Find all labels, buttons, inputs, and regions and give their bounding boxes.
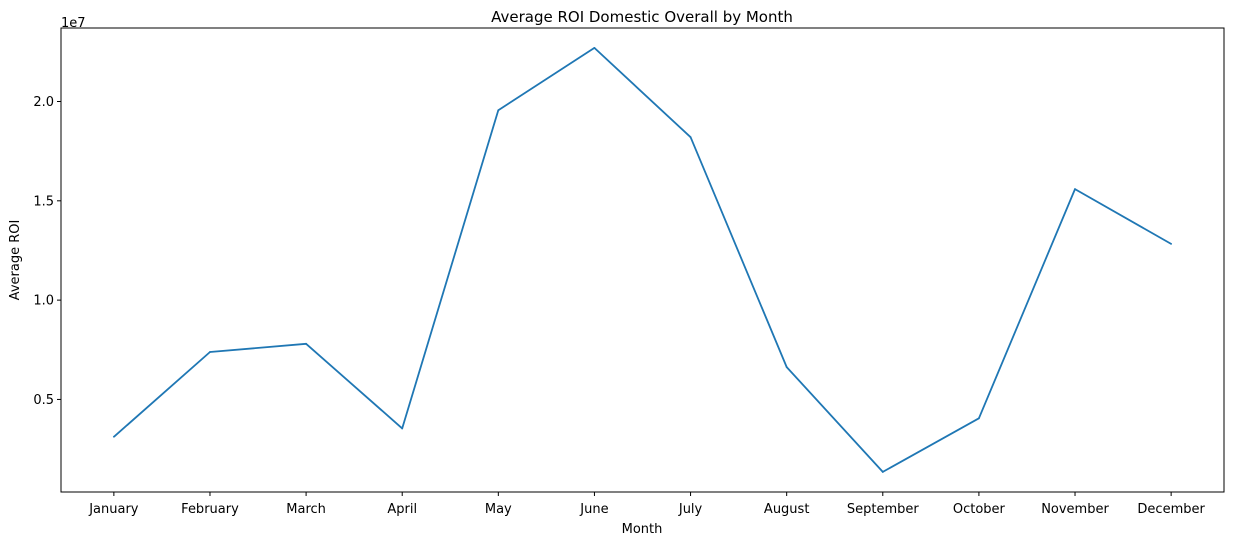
x-tick-label: July	[678, 502, 703, 517]
series-line	[113, 47, 1172, 473]
chart-title: Average ROI Domestic Overall by Month	[491, 8, 793, 26]
data-point	[1074, 188, 1076, 190]
data-point	[497, 109, 500, 112]
x-tick-label: August	[764, 502, 810, 517]
x-tick-label: December	[1137, 502, 1205, 517]
x-tick-label: November	[1041, 502, 1109, 517]
data-point	[881, 471, 884, 473]
y-offset-text: 1e7	[61, 16, 86, 31]
y-tick-label: 2.0	[33, 95, 54, 110]
y-tick-label: 1.5	[33, 194, 54, 209]
plot-area: 0.5 1.0 1.5 2.0 January February March April May…	[33, 46, 1205, 517]
x-tick-label: March	[286, 502, 326, 517]
x-tick-label: October	[953, 502, 1006, 517]
y-tick-label: 0.5	[33, 393, 54, 408]
data-point	[1170, 243, 1173, 245]
y-tick-label: 1.0	[33, 294, 54, 309]
x-tick-label: May	[485, 502, 512, 517]
x-tick-label: September	[847, 502, 920, 517]
x-tick-label: February	[181, 502, 239, 517]
data-point	[112, 435, 115, 438]
data-point	[593, 46, 596, 49]
data-point	[978, 417, 980, 420]
data-point	[305, 342, 307, 345]
x-axis-label: Month	[622, 522, 663, 537]
data-point	[401, 427, 404, 430]
x-tick-label: April	[387, 502, 417, 517]
data-point	[209, 351, 211, 353]
data-point	[689, 136, 692, 139]
y-axis-label: Average ROI	[8, 220, 23, 301]
x-tick-label: June	[579, 502, 608, 517]
plot-frame	[60, 27, 1225, 493]
data-point	[785, 366, 788, 368]
x-tick-label: January	[88, 502, 139, 517]
